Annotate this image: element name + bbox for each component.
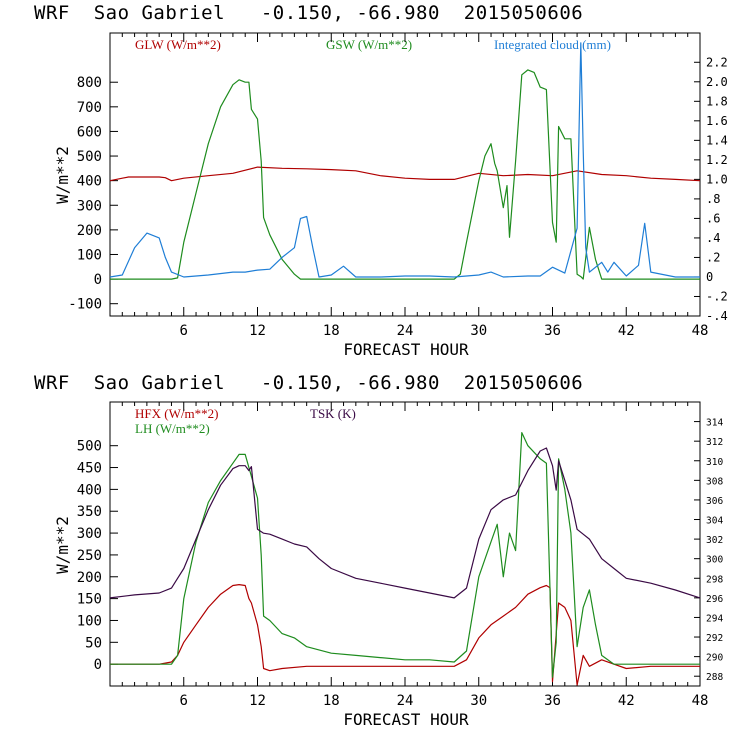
bottom-ytick-label: 350 <box>77 504 102 520</box>
bottom-chart-title: WRF Sao Gabriel -0.150, -66.980 20150506… <box>34 372 584 394</box>
bottom-y2tick-label: 306 <box>706 496 723 507</box>
top-y2tick-label: .6 <box>706 211 720 225</box>
bottom-xtick-label: 24 <box>397 693 414 709</box>
top-y2tick-label: 1.2 <box>706 153 728 167</box>
top-xtick-label: 48 <box>692 323 709 339</box>
top-ytick-label: 500 <box>77 149 102 165</box>
bottom-series-line-hfx <box>110 583 700 686</box>
bottom-y2tick-label: 290 <box>706 653 723 664</box>
top-y2tick-label: 1.6 <box>706 114 728 128</box>
bottom-ytick-label: 50 <box>85 635 102 651</box>
bottom-y2tick-label: 314 <box>706 418 723 429</box>
top-y2tick-label: 1.8 <box>706 94 728 108</box>
bottom-y2tick-label: 308 <box>706 476 723 487</box>
top-xtick-label: 42 <box>618 323 635 339</box>
top-ytick-label: 300 <box>77 198 102 214</box>
top-legend-glw: GLW (W/m**2) <box>135 37 221 52</box>
top-y2tick-label: -.4 <box>706 309 728 323</box>
top-series-line-integrated <box>109 42 700 278</box>
bottom-xtick-label: 48 <box>692 693 709 709</box>
bottom-ylabel: W/m**2 <box>53 516 72 574</box>
bottom-ytick-label: 500 <box>77 439 102 455</box>
bottom-y2tick-label: 312 <box>706 437 723 448</box>
top-series-line-gsw <box>110 69 700 280</box>
bottom-series-line-tsk <box>109 447 701 599</box>
top-xtick-label: 18 <box>323 323 340 339</box>
top-y2tick-label: 2.0 <box>706 75 728 89</box>
top-ylabel: W/m**2 <box>53 146 72 204</box>
bottom-series-line-lh <box>110 432 700 678</box>
bottom-ytick-label: 150 <box>77 592 102 608</box>
bottom-y2tick-label: 296 <box>706 594 723 605</box>
bottom-ytick-label: 450 <box>77 461 102 477</box>
bottom-y2tick-label: 298 <box>706 574 723 585</box>
bottom-y2tick-label: 302 <box>706 535 723 546</box>
bottom-y2tick-label: 292 <box>706 633 723 644</box>
bottom-legend-lh: LH (W/m**2) <box>135 421 210 436</box>
top-ytick-label: 100 <box>77 247 102 263</box>
top-xtick-label: 36 <box>544 323 561 339</box>
top-xtick-label: 24 <box>397 323 414 339</box>
top-y2tick-label: 1.4 <box>706 133 728 147</box>
bottom-legend-hfx: HFX (W/m**2) <box>135 406 218 421</box>
bottom-y2tick-label: 310 <box>706 457 723 468</box>
top-xtick-label: 6 <box>180 323 188 339</box>
bottom-y2tick-label: 288 <box>706 672 723 683</box>
bottom-xtick-label: 42 <box>618 693 635 709</box>
bottom-ytick-label: 300 <box>77 526 102 542</box>
top-y2tick-label: 2.2 <box>706 55 728 69</box>
bottom-y2tick-label: 294 <box>706 613 723 624</box>
bottom-y2tick-label: 300 <box>706 555 723 566</box>
bottom-y2tick-label: 304 <box>706 516 723 527</box>
bottom-xtick-label: 36 <box>544 693 561 709</box>
top-y2tick-label: 0 <box>706 270 713 284</box>
top-ytick-label: 600 <box>77 124 102 140</box>
top-y2tick-label: -.2 <box>706 289 728 303</box>
top-y2tick-label: 1.0 <box>706 172 728 186</box>
top-ytick-label: 0 <box>94 272 102 288</box>
top-xtick-label: 30 <box>470 323 487 339</box>
bottom-xtick-label: 18 <box>323 693 340 709</box>
bottom-ytick-label: 0 <box>94 657 102 673</box>
top-y2tick-label: .4 <box>706 231 720 245</box>
bottom-xtick-label: 12 <box>249 693 266 709</box>
top-series-line-glw <box>109 166 701 182</box>
top-ytick-label: -100 <box>68 297 102 313</box>
bottom-plot-frame <box>109 401 701 687</box>
top-ytick-label: 200 <box>77 223 102 239</box>
top-xlabel: FORECAST HOUR <box>343 340 469 359</box>
top-ytick-label: 400 <box>77 174 102 190</box>
top-xtick-label: 12 <box>249 323 266 339</box>
top-y2tick-label: .2 <box>706 250 720 264</box>
bottom-ytick-label: 100 <box>77 613 102 629</box>
top-y2tick-label: .8 <box>706 192 720 206</box>
top-legend-gsw: GSW (W/m**2) <box>326 37 412 52</box>
top-legend-cloud: Integrated cloud (mm) <box>494 37 611 52</box>
top-ytick-label: 700 <box>77 100 102 116</box>
top-ytick-label: 800 <box>77 75 102 91</box>
bottom-xtick-label: 6 <box>180 693 188 709</box>
top-chart-title: WRF Sao Gabriel -0.150, -66.980 20150506… <box>34 2 584 24</box>
bottom-ytick-label: 400 <box>77 482 102 498</box>
bottom-legend-tsk: TSK (K) <box>310 406 356 421</box>
bottom-xtick-label: 30 <box>470 693 487 709</box>
bottom-ytick-label: 250 <box>77 548 102 564</box>
bottom-xlabel: FORECAST HOUR <box>343 710 469 729</box>
bottom-ytick-label: 200 <box>77 570 102 586</box>
